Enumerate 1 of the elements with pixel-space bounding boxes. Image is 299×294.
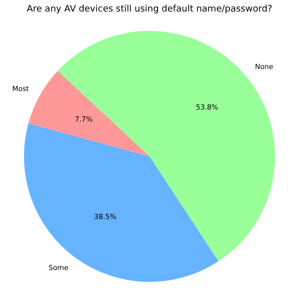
chart-title: Are any AV devices still using default name/password? xyxy=(26,4,272,15)
